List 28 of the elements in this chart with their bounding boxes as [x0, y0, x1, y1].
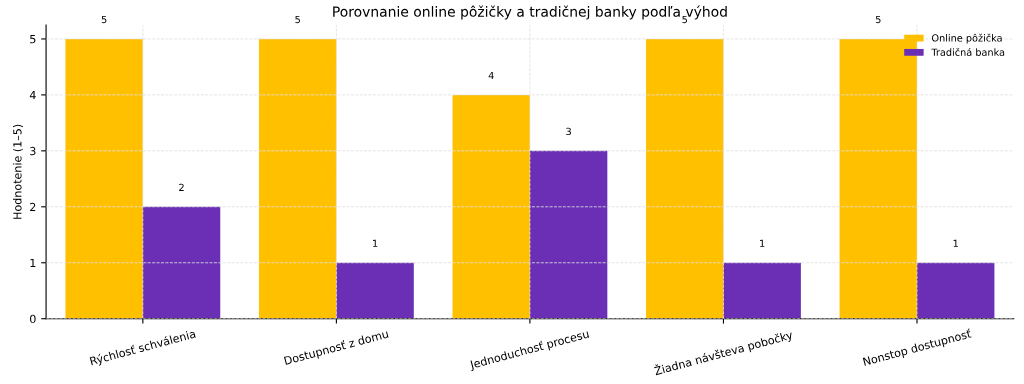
- y-tick-label: 0: [30, 314, 36, 324]
- data-label: 1: [760, 239, 765, 247]
- data-label: 1: [373, 239, 378, 247]
- bar: [65, 38, 143, 319]
- data-label: 3: [566, 127, 571, 136]
- data-label: 1: [953, 239, 958, 247]
- bar: [258, 38, 337, 319]
- y-axis-title: Hodnotenie (1–5): [12, 124, 23, 219]
- legend-label: Online pôžička: [931, 33, 1002, 44]
- data-label: 5: [682, 15, 687, 24]
- y-tick-label: 1: [30, 258, 36, 267]
- y-tick-label: 3: [30, 146, 36, 156]
- bar: [723, 262, 801, 319]
- data-label: 5: [875, 15, 881, 24]
- data-label: 4: [488, 71, 494, 79]
- y-tick-label: 4: [29, 91, 36, 100]
- y-tick-label: 5: [30, 35, 36, 44]
- bar: [916, 262, 995, 319]
- data-label: 5: [101, 15, 107, 24]
- bar: [336, 262, 414, 319]
- bar: [142, 206, 221, 319]
- legend-label: Tradičná banka: [931, 47, 1005, 56]
- y-tick-label: 2: [30, 202, 36, 212]
- bar: [452, 94, 530, 319]
- bar: [646, 38, 724, 319]
- data-label: 2: [179, 183, 184, 191]
- bar: [529, 150, 608, 319]
- data-label: 5: [295, 15, 300, 24]
